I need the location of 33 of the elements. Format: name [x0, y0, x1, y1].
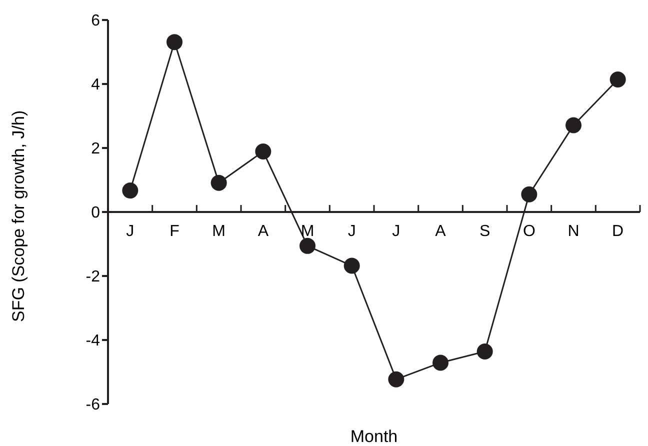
y-tick-label: -6: [86, 396, 100, 414]
x-tick-label: J: [392, 223, 400, 240]
x-tick-label: D: [612, 223, 624, 240]
y-tick-label: -2: [86, 268, 100, 286]
y-tick-label: 6: [91, 12, 100, 30]
point: [122, 182, 138, 199]
x-tick-label: J: [348, 223, 356, 240]
y-tick-label: 4: [91, 76, 100, 94]
x-tick-label: A: [435, 223, 446, 240]
point: [300, 238, 316, 254]
x-tick-label: M: [212, 223, 226, 240]
point: [344, 258, 360, 274]
point: [432, 354, 448, 371]
point: [166, 34, 182, 50]
point: [521, 186, 538, 202]
point: [610, 72, 626, 88]
point: [476, 344, 493, 360]
point: [566, 117, 582, 134]
y-tick-label: 2: [91, 140, 100, 158]
y-tick-label: -4: [86, 332, 100, 350]
y-tick-label: 0: [91, 204, 100, 222]
x-axis-title: Month: [350, 427, 398, 446]
point: [210, 174, 227, 191]
point: [388, 371, 404, 388]
x-tick-label: S: [479, 223, 490, 240]
x-tick-label: J: [126, 223, 134, 240]
x-tick-label: F: [170, 223, 180, 240]
x-tick-label: N: [568, 223, 580, 240]
y-axis-title: SFG (Scope for growth, J/h): [9, 110, 28, 322]
x-tick-label: A: [258, 223, 269, 240]
x-tick-label: O: [522, 223, 536, 240]
point: [255, 144, 272, 160]
x-tick-label: M: [300, 223, 314, 240]
